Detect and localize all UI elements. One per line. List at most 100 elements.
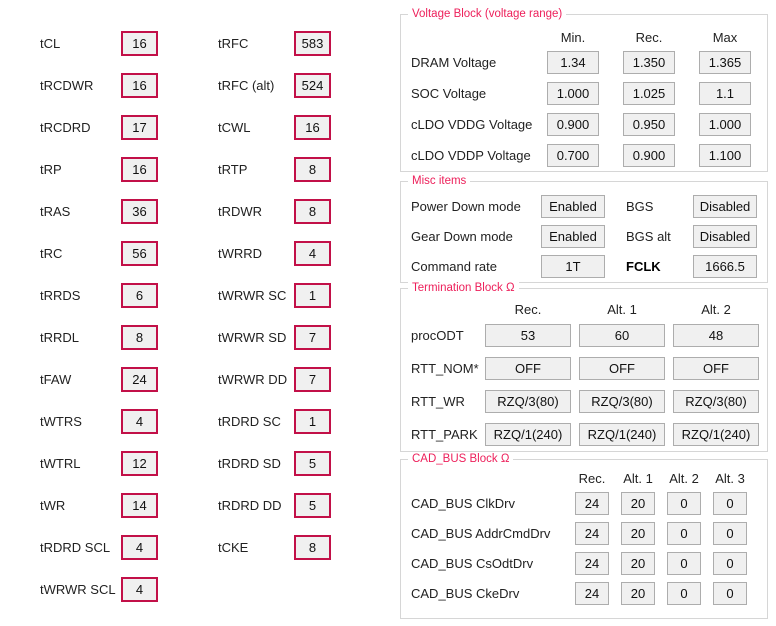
voltage-row-vddg: cLDO VDDG Voltage 0.900 0.950 1.000 xyxy=(401,109,767,140)
timing-label: tRFC xyxy=(218,35,249,51)
termination-value-box[interactable]: RZQ/1(240) xyxy=(579,423,665,446)
termination-value-box[interactable]: OFF xyxy=(673,357,759,380)
timing-value-input[interactable]: 4 xyxy=(294,240,331,266)
timing-value-input[interactable]: 14 xyxy=(121,492,158,518)
termination-value-box[interactable]: OFF xyxy=(485,357,571,380)
timing-row-trdrd-sc: tRDRD SC 1 xyxy=(218,400,331,442)
termination-value-box[interactable]: RZQ/1(240) xyxy=(673,423,759,446)
cadbus-value-box[interactable]: 0 xyxy=(667,551,701,575)
cadbus-value-box[interactable]: 24 xyxy=(575,491,609,515)
misc-row-power-down: Power Down mode Enabled BGS Disabled xyxy=(401,191,767,221)
voltage-value-box[interactable]: 0.700 xyxy=(547,144,599,167)
voltage-value-box[interactable]: 1.34 xyxy=(547,51,599,74)
misc-label: Power Down mode xyxy=(411,198,521,214)
timing-value-input[interactable]: 4 xyxy=(121,576,158,602)
misc-value-box[interactable]: Enabled xyxy=(541,224,605,248)
timing-value-input[interactable]: 8 xyxy=(294,156,331,182)
voltage-label: SOC Voltage xyxy=(411,86,487,101)
voltage-value-box[interactable]: 1.100 xyxy=(699,144,751,167)
cadbus-value-box[interactable]: 0 xyxy=(713,491,747,515)
termination-value-box[interactable]: RZQ/3(80) xyxy=(579,390,665,413)
timing-row-twtrs: tWTRS 4 xyxy=(40,400,158,442)
cadbus-value-box[interactable]: 24 xyxy=(575,521,609,545)
timing-label: tWRWR SC xyxy=(218,287,287,303)
voltage-value-box[interactable]: 0.950 xyxy=(623,113,675,136)
cadbus-value-box[interactable]: 24 xyxy=(575,551,609,575)
voltage-value-box[interactable]: 1.1 xyxy=(699,82,751,105)
cadbus-label: CAD_BUS CsOdtDrv xyxy=(411,555,534,571)
timing-value-input[interactable]: 16 xyxy=(121,156,158,182)
termination-header-rec: Rec. xyxy=(514,302,542,317)
timing-value-input[interactable]: 16 xyxy=(121,30,158,56)
voltage-row-dram: DRAM Voltage 1.34 1.350 1.365 xyxy=(401,47,767,78)
misc-value-box[interactable]: Enabled xyxy=(541,194,605,218)
timing-value-input[interactable]: 4 xyxy=(121,534,158,560)
termination-value-box[interactable]: RZQ/1(240) xyxy=(485,423,571,446)
voltage-value-box[interactable]: 1.025 xyxy=(623,82,675,105)
timing-value-input[interactable]: 17 xyxy=(121,114,158,140)
cadbus-value-box[interactable]: 0 xyxy=(667,581,701,605)
voltage-value-box[interactable]: 1.000 xyxy=(547,82,599,105)
timing-value-input[interactable]: 36 xyxy=(121,198,158,224)
misc-row-command-rate: Command rate 1T FCLK 1666.5 xyxy=(401,251,767,281)
voltage-value-box[interactable]: 1.000 xyxy=(699,113,751,136)
timing-value-input[interactable]: 7 xyxy=(294,366,331,392)
timing-value-input[interactable]: 8 xyxy=(294,534,331,560)
termination-value-box[interactable]: 53 xyxy=(485,324,571,347)
timing-label: tRC xyxy=(40,245,63,261)
timing-row-twrwr-dd: tWRWR DD 7 xyxy=(218,358,331,400)
timing-value-input[interactable]: 524 xyxy=(294,72,331,98)
fclk-value-box[interactable]: 1666.5 xyxy=(693,254,757,278)
timing-row-trcdwr: tRCDWR 16 xyxy=(40,64,158,106)
timing-value-input[interactable]: 16 xyxy=(121,72,158,98)
timing-value-input[interactable]: 56 xyxy=(121,240,158,266)
termination-value-box[interactable]: OFF xyxy=(579,357,665,380)
voltage-value-box[interactable]: 1.365 xyxy=(699,51,751,74)
timing-value-input[interactable]: 7 xyxy=(294,324,331,350)
timing-value-input[interactable]: 5 xyxy=(294,450,331,476)
timing-value-input[interactable]: 1 xyxy=(294,408,331,434)
misc-value-box[interactable]: Disabled xyxy=(693,224,757,248)
misc-items-title: Misc items xyxy=(408,174,471,188)
timing-value-input[interactable]: 24 xyxy=(121,366,158,392)
termination-value-box[interactable]: 48 xyxy=(673,324,759,347)
cadbus-value-box[interactable]: 20 xyxy=(621,551,655,575)
termination-header-row: Rec. Alt. 1 Alt. 2 xyxy=(401,295,767,319)
timing-value-input[interactable]: 1 xyxy=(294,282,331,308)
cadbus-value-box[interactable]: 20 xyxy=(621,521,655,545)
voltage-value-box[interactable]: 1.350 xyxy=(623,51,675,74)
voltage-label: DRAM Voltage xyxy=(411,55,497,70)
timing-value-input[interactable]: 16 xyxy=(294,114,331,140)
cadbus-value-box[interactable]: 0 xyxy=(667,521,701,545)
timing-label: tWRWR DD xyxy=(218,371,288,387)
voltage-value-box[interactable]: 0.900 xyxy=(623,144,675,167)
misc-row-gear-down: Gear Down mode Enabled BGS alt Disabled xyxy=(401,221,767,251)
timing-value-input[interactable]: 583 xyxy=(294,30,331,56)
timing-column-2: tRFC 583 tRFC (alt) 524 tCWL 16 tRTP 8 t… xyxy=(218,22,331,568)
cadbus-value-box[interactable]: 0 xyxy=(667,491,701,515)
voltage-value-box[interactable]: 0.900 xyxy=(547,113,599,136)
cadbus-value-box[interactable]: 20 xyxy=(621,581,655,605)
voltage-header-min: Min. xyxy=(560,30,586,45)
timing-value-input[interactable]: 12 xyxy=(121,450,158,476)
termination-value-box[interactable]: RZQ/3(80) xyxy=(673,390,759,413)
cadbus-value-box[interactable]: 0 xyxy=(713,521,747,545)
timing-value-input[interactable]: 8 xyxy=(121,324,158,350)
misc-value-box[interactable]: 1T xyxy=(541,254,605,278)
misc-label: BGS alt xyxy=(626,228,671,244)
timing-value-input[interactable]: 5 xyxy=(294,492,331,518)
voltage-row-soc: SOC Voltage 1.000 1.025 1.1 xyxy=(401,78,767,109)
timing-value-input[interactable]: 4 xyxy=(121,408,158,434)
misc-value-box[interactable]: Disabled xyxy=(693,194,757,218)
termination-header-alt1: Alt. 1 xyxy=(607,302,637,317)
timing-row-trp: tRP 16 xyxy=(40,148,158,190)
cadbus-value-box[interactable]: 0 xyxy=(713,551,747,575)
termination-value-box[interactable]: RZQ/3(80) xyxy=(485,390,571,413)
timing-value-input[interactable]: 8 xyxy=(294,198,331,224)
termination-row-rtt-nom: RTT_NOM* OFF OFF OFF xyxy=(401,352,767,385)
termination-value-box[interactable]: 60 xyxy=(579,324,665,347)
cadbus-value-box[interactable]: 20 xyxy=(621,491,655,515)
cadbus-value-box[interactable]: 24 xyxy=(575,581,609,605)
timing-value-input[interactable]: 6 xyxy=(121,282,158,308)
cadbus-value-box[interactable]: 0 xyxy=(713,581,747,605)
